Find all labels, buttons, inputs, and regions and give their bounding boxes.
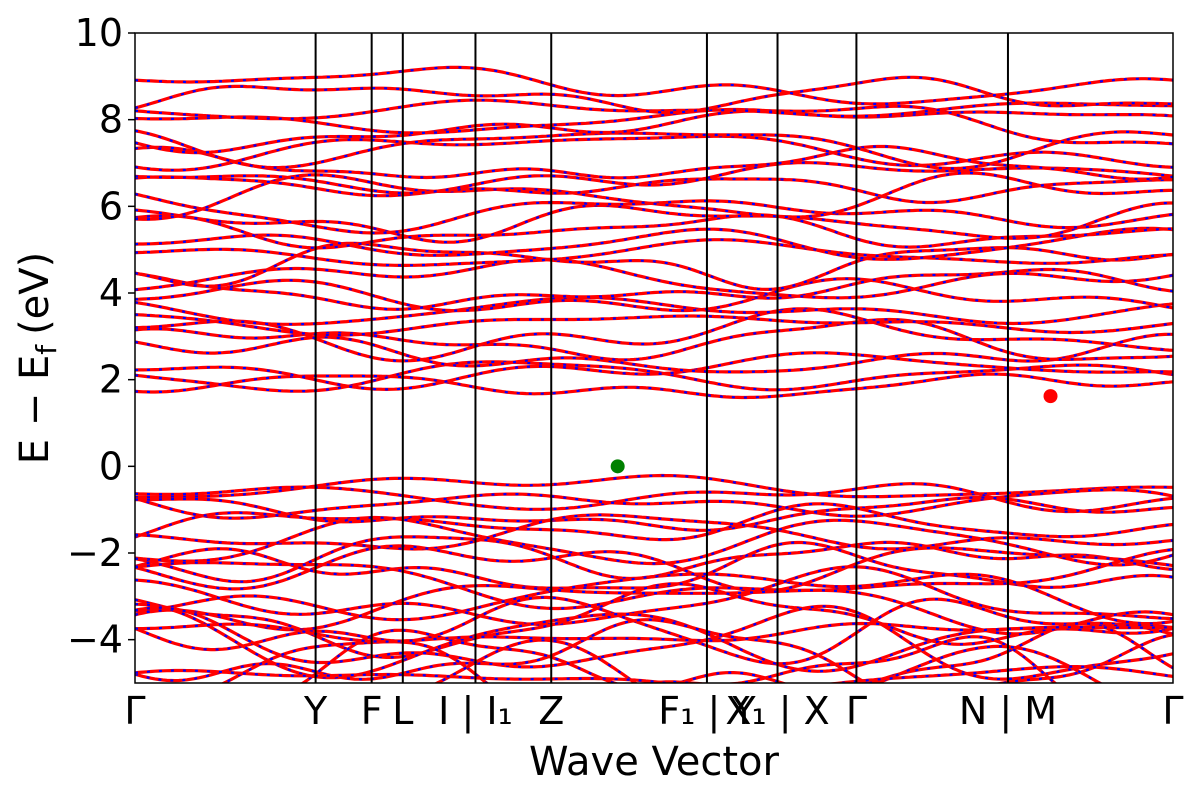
band-line-dashed (135, 277, 1173, 312)
band-line-dashed (135, 213, 1173, 250)
x-axis-title: Wave Vector (529, 739, 780, 785)
band-line-solid (135, 313, 1173, 337)
band-line-solid (135, 360, 1173, 393)
band-line-solid (135, 572, 1173, 626)
band-line-dashed (135, 129, 1173, 170)
band-line-solid (135, 332, 1173, 374)
band-line-dashed (135, 665, 1173, 683)
y-axis-title-unit: (eV) (12, 252, 58, 335)
y-tick-label: 10 (75, 11, 123, 55)
x-tick-label: X₁ | X (725, 689, 829, 734)
band-line-dashed (135, 513, 1173, 551)
y-tick-label: 0 (99, 444, 123, 488)
band-line-solid (135, 372, 1173, 400)
y-tick-label: −4 (67, 618, 123, 662)
band-line-dashed (434, 638, 1102, 683)
y-tick-label: 2 (99, 358, 123, 402)
band-line-dashed (135, 516, 1173, 566)
band-line-dashed (135, 307, 1173, 363)
x-tick-label: L (392, 689, 413, 733)
band-line-solid (135, 134, 1173, 172)
extremum-markers (610, 389, 1058, 474)
band-line-solid (135, 175, 1173, 205)
plot-frame (134, 32, 1174, 684)
band-line-solid (135, 502, 1173, 542)
band-line-solid (135, 482, 1173, 514)
band-line-dashed (135, 242, 1173, 291)
band-line-solid (135, 351, 1173, 392)
x-tick-label: Γ (1162, 689, 1183, 733)
x-tick-label: Z (538, 689, 564, 733)
band-line-solid (135, 241, 1173, 291)
kpoint-divider-lines (314, 33, 1009, 683)
band-line-solid (135, 618, 1173, 683)
band-line-dashed (301, 622, 1173, 683)
x-tick-label: Γ (846, 689, 867, 733)
band-line-dashed (135, 171, 1173, 221)
conduction-band-minimum-marker (1043, 389, 1058, 404)
band-lines (135, 65, 1173, 683)
x-tick-label: F₁ | Y (658, 689, 756, 734)
x-tick-label: I | I₁ (438, 689, 513, 734)
y-axis-title-subscript: f (30, 344, 63, 355)
band-line-solid (135, 584, 1173, 636)
band-line-dashed (135, 605, 1173, 681)
y-axis-ticks: −4 −2 0 2 4 6 8 10 (67, 11, 135, 662)
y-axis-title-main: E − E (12, 355, 58, 465)
x-tick-label: Γ (124, 689, 145, 733)
band-line-dashed (135, 544, 1173, 593)
band-line-solid (135, 201, 1173, 244)
band-line-solid (135, 213, 1173, 250)
band-line-solid (135, 295, 1173, 326)
band-line-solid (135, 144, 1173, 181)
band-line-dashed (135, 318, 1173, 361)
y-tick-label: 8 (99, 98, 123, 142)
band-line-solid (135, 129, 1173, 171)
valence-band-maximum-marker (610, 459, 625, 474)
band-line-solid (135, 226, 1173, 261)
band-line-dashed (135, 502, 1173, 541)
band-line-solid (135, 257, 1173, 300)
band-line-dashed (135, 76, 1173, 114)
band-line-solid (135, 65, 1173, 106)
y-tick-label: 6 (99, 184, 123, 228)
band-line-solid (135, 565, 1173, 626)
band-line-solid (135, 104, 1173, 155)
y-tick-label: −2 (67, 531, 123, 575)
x-tick-label: N | M (959, 689, 1057, 734)
band-line-solid (135, 238, 1173, 267)
x-tick-label: F (361, 689, 383, 733)
band-line-solid (135, 621, 1173, 644)
band-line-solid (135, 75, 1173, 115)
band-line-dashed (135, 66, 1173, 105)
band-line-solid (135, 107, 1173, 135)
y-axis-title: E − Ef (eV) (12, 252, 63, 465)
x-tick-label: Y (303, 689, 328, 733)
band-line-solid (135, 160, 1173, 195)
band-line-solid (135, 513, 1173, 551)
y-tick-label: 4 (99, 271, 123, 315)
